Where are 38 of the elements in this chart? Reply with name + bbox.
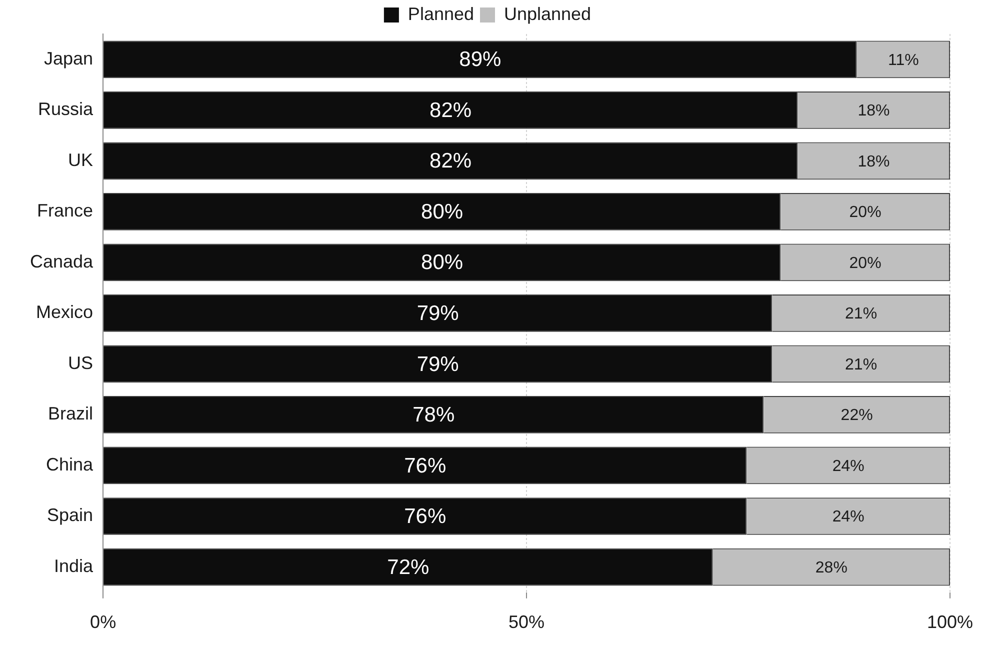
y-tick-label: Russia [38,99,94,120]
data-label: 28% [815,559,848,576]
y-tick-label: Brazil [48,404,94,424]
data-label: 20% [849,254,882,272]
data-label: 78% [412,404,455,427]
y-tick-label: US [68,352,94,373]
x-tick-label: 0% [90,612,116,632]
y-tick-label: France [37,200,94,221]
y-tick-label: Spain [47,505,94,526]
data-label: 18% [858,153,890,170]
data-label: 72% [387,556,430,579]
data-label: 82% [430,150,472,173]
data-label: 21% [845,356,878,374]
legend-label: Planned [408,4,474,24]
data-label: 11% [888,52,919,69]
data-label: 24% [832,458,864,475]
data-label: 20% [849,204,882,222]
data-label: 76% [404,505,446,528]
data-label: 21% [845,306,878,323]
data-label: 76% [404,454,446,478]
data-label: 79% [416,302,459,325]
y-tick-label: Mexico [36,302,94,322]
data-label: 18% [858,102,890,120]
y-tick-label: Canada [30,251,94,272]
y-tick-label: UK [68,150,94,170]
x-tick-label: 50% [508,612,545,632]
data-label: 79% [416,352,459,376]
data-label: 22% [840,407,873,424]
data-label: 80% [421,251,464,274]
data-label: 24% [832,508,864,526]
data-label: 82% [430,98,472,122]
x-tick-label: 100% [926,612,974,632]
y-tick-label: China [46,454,94,474]
y-tick-label: India [54,556,94,576]
data-label: 89% [459,48,502,72]
data-label: 80% [421,200,464,224]
legend-label: Unplanned [504,4,592,24]
y-tick-label: Japan [44,48,94,68]
